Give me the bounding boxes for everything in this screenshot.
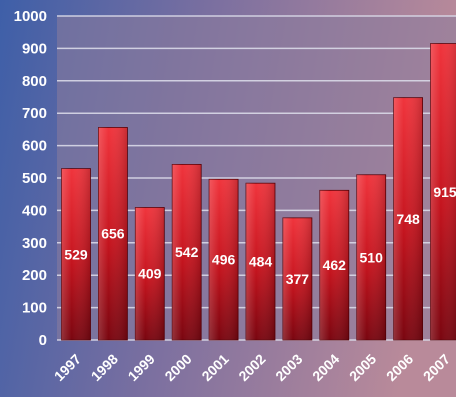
bar-2005 [356, 174, 387, 341]
y-tick-label-500: 500 [22, 170, 47, 187]
bar-shine-2006 [393, 97, 423, 340]
y-tick-label-600: 600 [22, 138, 47, 155]
bar-2001 [208, 178, 239, 341]
bar-shine-1997 [61, 168, 91, 340]
bars [61, 43, 456, 341]
value-label-2003: 377 [286, 271, 310, 287]
y-tick-label-400: 400 [22, 202, 47, 219]
y-tick-label-700: 700 [22, 105, 47, 122]
bar-2004 [319, 189, 350, 341]
bar-2000 [171, 163, 202, 341]
value-label-2007: 915 [433, 184, 456, 200]
y-tick-label-0: 0 [39, 332, 47, 349]
bar-2002 [245, 182, 276, 341]
data-labels: 529 656 409 542 496 484 377 462 510 748 915 [64, 184, 456, 287]
bar-shine-2000 [172, 164, 202, 340]
bar-shine-1999 [135, 207, 165, 340]
bar-1998 [98, 127, 128, 341]
y-tick-label-300: 300 [22, 235, 47, 252]
y-tick-label-800: 800 [22, 73, 47, 90]
y-axis-tick-labels: 0 100 200 300 400 500 600 700 800 900 1000 [14, 8, 47, 349]
value-label-2006: 748 [396, 211, 420, 227]
value-label-2004: 462 [323, 257, 347, 273]
value-label-2000: 542 [175, 244, 199, 260]
bar-1997 [61, 168, 91, 341]
value-label-2005: 510 [360, 249, 384, 265]
y-tick-label-200: 200 [22, 267, 47, 284]
bar-shine-2007 [430, 43, 456, 340]
bar-shine-1998 [98, 127, 128, 341]
y-tick-label-900: 900 [22, 40, 47, 57]
y-tick-label-100: 100 [22, 300, 47, 317]
bar-shine-2005 [356, 174, 386, 340]
bar-1999 [134, 207, 165, 341]
value-label-1999: 409 [138, 266, 162, 282]
y-tick-label-1000: 1000 [14, 8, 47, 25]
bar-shine-2004 [319, 190, 349, 340]
bar-2003 [282, 217, 313, 341]
value-label-2001: 496 [212, 252, 236, 268]
value-label-1998: 656 [101, 226, 125, 242]
bar-shine-2001 [209, 179, 239, 340]
bar-2007 [430, 43, 456, 341]
bar-shine-2002 [246, 183, 275, 340]
value-label-1997: 529 [64, 246, 88, 262]
bar-shine-2003 [282, 217, 312, 340]
bar-2006 [393, 97, 424, 341]
value-label-2002: 484 [249, 254, 273, 270]
